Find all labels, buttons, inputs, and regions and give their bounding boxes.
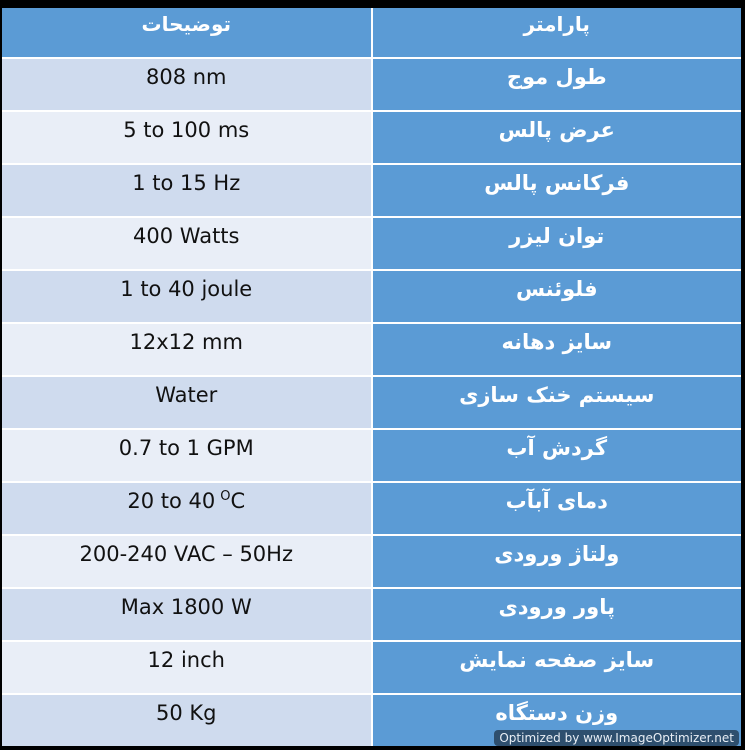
description-cell: 5 to 100 ms (2, 112, 371, 163)
description-cell: 12x12 mm (2, 324, 371, 375)
description-text: 1 to 40 joule (120, 277, 253, 301)
parameter-cell: فلوئنس (372, 271, 741, 322)
description-cell: Water (2, 377, 371, 428)
description-cell: 808 nm (2, 59, 371, 110)
description-text: 20 to 40 (127, 489, 216, 513)
parameter-cell: سایز دهانه (372, 324, 741, 375)
parameter-cell: طول موج (372, 59, 741, 110)
parameter-cell: فرکانس پالس (372, 165, 741, 216)
description-text: 400 Watts (133, 224, 240, 248)
description-text: 12x12 mm (129, 330, 243, 354)
description-text: 1 to 15 Hz (132, 171, 241, 195)
parameter-cell: دمای آبآب (372, 483, 741, 534)
description-text: Water (155, 383, 218, 407)
spec-table: توضیحات پارامتر 808 nm طول موج 5 to 100 ms… (2, 8, 741, 746)
parameter-cell: ولتاژ ورودی (372, 536, 741, 587)
description-cell: 20 to 40 O C (2, 483, 371, 534)
parameter-cell: عرض پالس (372, 112, 741, 163)
table-row: 1 to 15 Hz فرکانس پالس (2, 165, 741, 216)
description-cell: Max 1800 W (2, 589, 371, 640)
table-row: 0.7 to 1 GPM گردش آب (2, 430, 741, 481)
table-row: 808 nm طول موج (2, 59, 741, 110)
description-cell: 1 to 15 Hz (2, 165, 371, 216)
description-cell: 12 inch (2, 642, 371, 693)
table-row: Water سیستم خنک سازی (2, 377, 741, 428)
parameter-cell: سایز صفحه نمایش (372, 642, 741, 693)
description-text: Max 1800 W (120, 595, 252, 619)
description-text: 808 nm (145, 65, 227, 89)
parameter-cell: پاور ورودی (372, 589, 741, 640)
description-cell: 400 Watts (2, 218, 371, 269)
parameter-cell: گردش آب (372, 430, 741, 481)
table-row: 200-240 VAC – 50Hz ولتاژ ورودی (2, 536, 741, 587)
header-parameter: پارامتر (372, 8, 741, 57)
table-row: Max 1800 W پاور ورودی (2, 589, 741, 640)
table-row: 12x12 mm سایز دهانه (2, 324, 741, 375)
description-cell: 50 Kg (2, 695, 371, 746)
table-row: 12 inch سایز صفحه نمایش (2, 642, 741, 693)
description-cell: 1 to 40 joule (2, 271, 371, 322)
description-text: 200-240 VAC – 50Hz (79, 542, 294, 566)
parameter-cell: سیستم خنک سازی (372, 377, 741, 428)
parameter-cell: توان لیزر (372, 218, 741, 269)
table-header: توضیحات پارامتر (2, 8, 741, 57)
description-cell: 200-240 VAC – 50Hz (2, 536, 371, 587)
watermark: Optimized by www.ImageOptimizer.net (494, 730, 739, 746)
description-cell: 0.7 to 1 GPM (2, 430, 371, 481)
header-description: توضیحات (2, 8, 371, 57)
description-text: 50 Kg (156, 701, 217, 725)
table-row: 5 to 100 ms عرض پالس (2, 112, 741, 163)
description-text: 5 to 100 ms (123, 118, 250, 142)
description-text: 0.7 to 1 GPM (118, 436, 254, 460)
table-row: 1 to 40 joule فلوئنس (2, 271, 741, 322)
description-text: 12 inch (147, 648, 225, 672)
table-row: 20 to 40 O C دمای آبآب (2, 483, 741, 534)
unit-suffix: C (230, 489, 246, 513)
superscript: O (220, 489, 231, 504)
table-row: 400 Watts توان لیزر (2, 218, 741, 269)
